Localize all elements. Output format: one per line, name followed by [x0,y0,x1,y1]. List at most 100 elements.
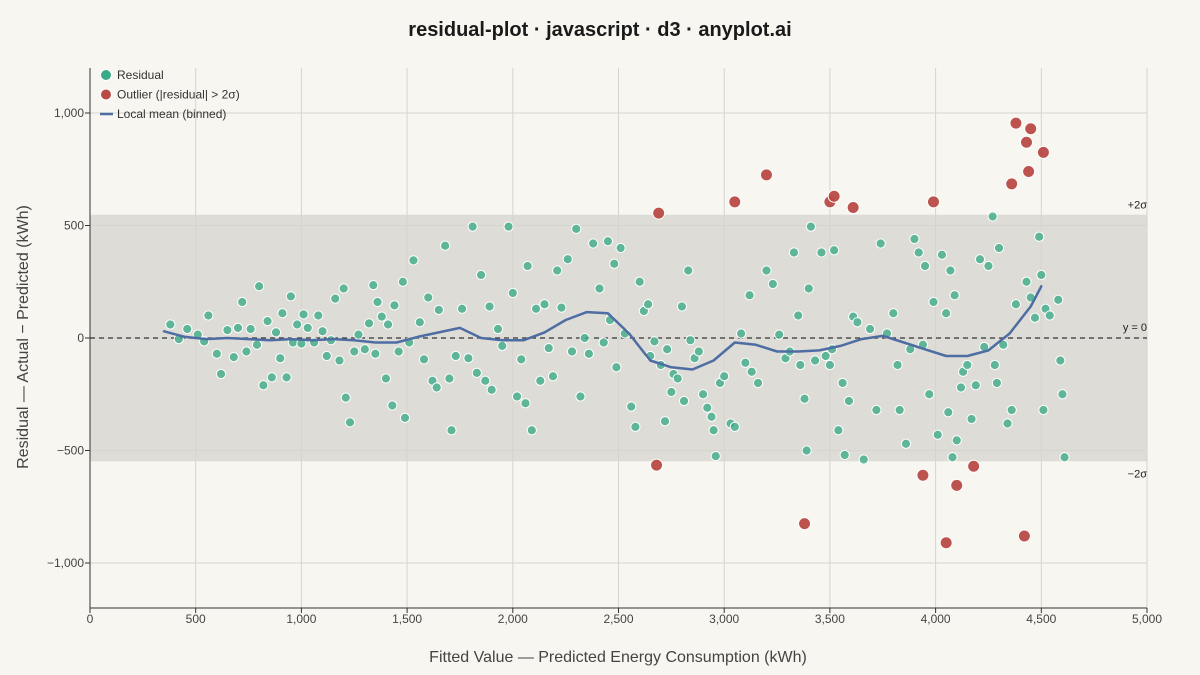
residual-point [966,413,977,425]
residual-point [833,425,844,436]
x-tick-label: 4,500 [1026,612,1056,626]
residual-point [626,401,637,412]
residual-point [471,367,482,378]
residual-point [516,354,527,365]
residual-point [706,411,717,422]
x-tick-label: 3,000 [709,612,739,626]
residual-point [1057,389,1068,400]
x-tick-label: 5,000 [1132,612,1162,626]
residual-point [556,302,567,313]
residual-point [672,373,683,384]
residual-point [744,290,755,301]
x-axis-title: Fitted Value — Predicted Energy Consumpt… [429,649,807,666]
residual-point [254,281,265,292]
outlier-point [967,459,981,473]
zero-line-label: y = 0 [1123,322,1147,334]
residual-point [571,223,582,234]
residual-point [1055,355,1066,366]
residual-point [936,249,948,260]
residual-point [241,346,252,357]
residual-point [951,435,962,446]
legend-item: Outlier (|residual| > 2σ) [100,88,240,102]
legend-marker [100,69,112,81]
residual-point [924,389,935,400]
residual-point [433,304,444,315]
residual-point [480,375,491,386]
residual-point [507,287,518,299]
residual-point [520,398,531,409]
residual-point [702,402,713,413]
residual-point [372,296,383,308]
residual-point [1010,299,1022,310]
residual-point [932,429,943,440]
residual-point [456,303,468,314]
residual-point [475,269,487,281]
residual-point [710,451,721,462]
residual-point [232,322,244,333]
legend-marker [100,88,112,101]
residual-point [292,319,303,330]
residual-point [676,301,688,312]
residual-point [630,421,641,432]
residual-point [941,308,952,319]
residual-point [788,247,800,258]
outlier-point [939,536,953,550]
residual-point [909,233,920,245]
residual-point [1036,269,1047,281]
residual-point [649,336,660,347]
residual-point [522,260,533,272]
residual-point [1038,404,1049,416]
residual-point [387,400,398,411]
residual-point [989,359,1000,371]
residual-point [678,395,690,407]
residual-point [408,255,419,266]
outlier-point [1022,165,1036,178]
residual-point [575,391,586,402]
residual-point [450,350,461,362]
residual-point [389,300,400,311]
residual-point [353,329,364,340]
residual-point [659,416,671,427]
residual-point [203,310,214,321]
residual-point [370,348,381,359]
residual-point [275,353,286,364]
lower-2sigma-label: −2σ [1128,468,1148,480]
residual-point [666,386,677,398]
residual-point [697,389,709,400]
legend-label: Outlier (|residual| > 2σ) [117,88,240,102]
plot-area: 0 500 1,000 1,500 2,000 2,500 3,000 3,500 4,000 4… [47,68,1162,626]
x-tick-label: 2,500 [603,612,633,626]
legend-item: Residual [100,68,164,82]
residual-point [543,343,554,354]
residual-point [795,359,806,371]
residual-point [423,292,434,303]
residual-point [349,346,360,357]
residual-point [894,404,905,416]
residual-point [993,242,1005,254]
y-tick-label: 0 [77,331,84,345]
residual-point [277,308,288,319]
outlier-point [650,458,664,472]
residual-point [1002,418,1013,429]
x-tick-label: 0 [87,612,94,626]
outlier-point [728,195,742,209]
residual-point [376,311,387,322]
residual-point [1034,231,1045,242]
residual-point [1053,294,1064,305]
residual-point [539,299,550,310]
residual-point [820,350,831,362]
residual-point [858,454,869,465]
residual-point [837,377,848,389]
residual-point [566,346,578,357]
residual-point [767,278,778,290]
residual-point [237,296,248,308]
x-tick-label: 3,500 [815,612,845,626]
outlier-point [926,195,940,209]
residual-point [535,375,546,386]
residual-point [330,293,341,304]
residual-point [547,371,559,382]
residual-point [463,353,474,364]
legend-label: Residual [117,68,164,82]
residual-point [852,317,863,328]
residual-point [634,276,645,287]
